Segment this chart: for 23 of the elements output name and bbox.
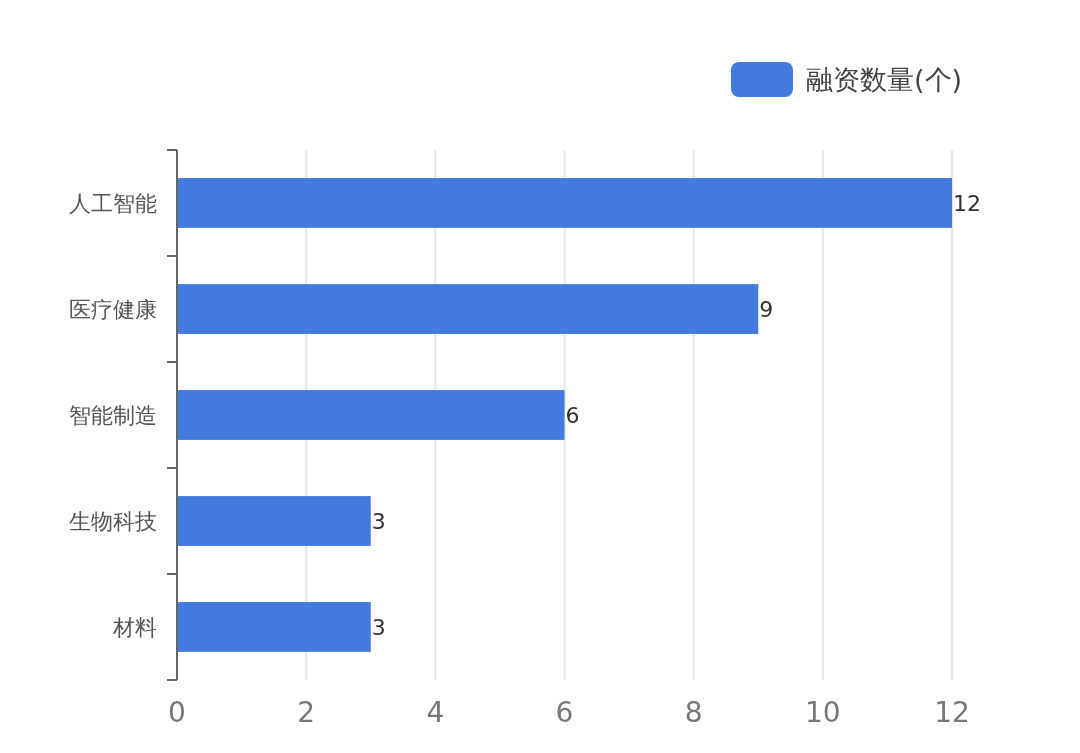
x-tick-label: 0 xyxy=(168,696,186,729)
bar xyxy=(177,178,952,228)
bar xyxy=(177,496,371,546)
x-tick-label: 12 xyxy=(934,696,970,729)
bar xyxy=(177,390,565,440)
x-tick-label: 4 xyxy=(426,696,445,729)
data-label: 3 xyxy=(371,508,386,534)
data-label: 9 xyxy=(759,296,774,322)
y-tick-label: 材料 xyxy=(112,614,157,640)
data-label: 6 xyxy=(565,402,580,428)
data-label: 3 xyxy=(371,614,386,640)
y-tick-label: 智能制造 xyxy=(69,402,157,428)
x-tick-label: 8 xyxy=(684,696,703,729)
bar xyxy=(177,602,371,652)
y-tick-label: 医疗健康 xyxy=(69,296,157,322)
x-tick-label: 2 xyxy=(297,696,316,729)
data-label: 12 xyxy=(953,190,981,216)
bar xyxy=(177,284,759,334)
x-tick-label: 10 xyxy=(805,696,841,729)
y-tick-label: 生物科技 xyxy=(69,508,157,534)
x-tick-label: 6 xyxy=(555,696,574,729)
y-tick-label: 人工智能 xyxy=(69,190,157,216)
legend-label: 融资数量(个) xyxy=(806,64,963,96)
